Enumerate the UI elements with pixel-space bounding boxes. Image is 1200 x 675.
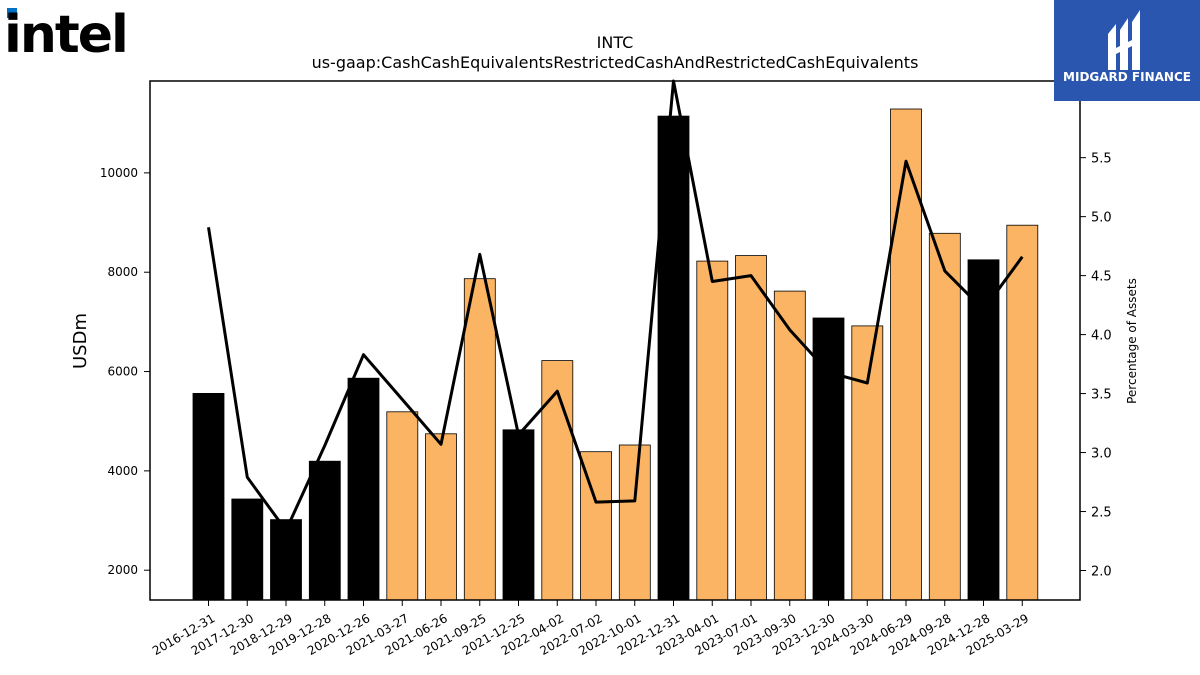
bar bbox=[347, 377, 380, 601]
y2-tick-label: 3.5 bbox=[1091, 388, 1112, 403]
plot-frame bbox=[149, 80, 1081, 601]
chart-subtitle: us-gaap:CashCashEquivalentsRestrictedCas… bbox=[312, 53, 919, 72]
bar bbox=[386, 411, 419, 601]
y-tick-label: 10000 bbox=[100, 166, 138, 180]
intel-logo-text: intel bbox=[4, 5, 127, 62]
bar bbox=[773, 290, 806, 601]
bar bbox=[928, 232, 961, 601]
y2-tick-label: 2.0 bbox=[1091, 565, 1112, 580]
bar bbox=[890, 108, 922, 601]
y-tick-label: 6000 bbox=[107, 365, 138, 379]
bar bbox=[851, 325, 884, 601]
y-axis-right: 2.0 2.5 3.0 3.5 4.0 4.5 5.0 5.5 bbox=[1080, 152, 1112, 580]
midgard-finance-logo: MIDGARD FINANCE bbox=[1054, 0, 1200, 101]
bar bbox=[502, 429, 535, 601]
bar bbox=[308, 460, 341, 601]
bar bbox=[425, 433, 457, 601]
bar bbox=[192, 392, 225, 601]
bar bbox=[735, 255, 767, 601]
chart-title: INTC bbox=[597, 33, 634, 52]
y-tick-label: 8000 bbox=[107, 265, 138, 279]
y2-tick-label: 2.5 bbox=[1091, 506, 1112, 521]
y2-tick-label: 5.0 bbox=[1091, 211, 1112, 226]
intel-logo: intel bbox=[4, 5, 129, 62]
y-tick-label: 4000 bbox=[107, 464, 138, 478]
series-line bbox=[207, 79, 1024, 532]
bar bbox=[618, 444, 651, 601]
bar bbox=[696, 260, 729, 601]
y-tick-label: 2000 bbox=[107, 563, 138, 577]
bar bbox=[270, 519, 302, 601]
y2-tick-label: 5.5 bbox=[1091, 152, 1112, 167]
midgard-logo-text: MIDGARD FINANCE bbox=[1063, 70, 1191, 84]
bar bbox=[463, 278, 496, 601]
y2-tick-label: 4.5 bbox=[1091, 270, 1112, 285]
bars-layer bbox=[192, 108, 1039, 601]
y2-tick-label: 4.0 bbox=[1091, 329, 1112, 344]
bar bbox=[541, 360, 574, 601]
y2-axis-label: Percentage of Assets bbox=[1125, 278, 1139, 404]
bar bbox=[1006, 224, 1039, 601]
line-layer bbox=[207, 79, 1024, 532]
midgard-logo-mark bbox=[1108, 10, 1140, 70]
y2-tick-label: 3.0 bbox=[1091, 447, 1112, 462]
y-axis-label: USDm bbox=[70, 313, 91, 369]
x-axis: 2016-12-312017-12-302018-12-292019-12-28… bbox=[150, 600, 1031, 658]
y-axis-left: 2000 4000 6000 8000 10000 bbox=[100, 166, 150, 577]
intel-logo-dot bbox=[7, 8, 17, 18]
bar bbox=[231, 498, 264, 601]
bar bbox=[812, 317, 845, 601]
